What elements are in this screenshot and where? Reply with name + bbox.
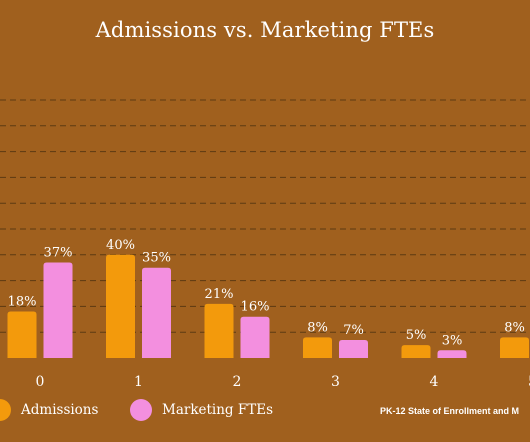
x-axis-ticks: 0 1 2 3 4 5 xyxy=(36,374,530,390)
bar-marketing-0[interactable] xyxy=(43,262,73,358)
x-tick-label: 1 xyxy=(134,374,143,390)
bar-marketing-4[interactable] xyxy=(437,350,467,358)
bar-admissions-2[interactable] xyxy=(204,303,234,358)
data-label: 40% xyxy=(106,238,135,253)
x-tick-label: 2 xyxy=(233,374,242,390)
data-label: 37% xyxy=(44,246,73,261)
bar-admissions-1[interactable] xyxy=(106,254,135,358)
x-tick-label: 5 xyxy=(528,374,530,390)
legend-label-marketing: Marketing FTEs xyxy=(162,402,274,418)
data-label: 3% xyxy=(442,333,463,348)
data-label: 8% xyxy=(307,320,328,335)
data-label: 5% xyxy=(406,328,427,343)
bar-marketing-1[interactable] xyxy=(142,267,171,358)
bar-admissions-4[interactable] xyxy=(401,345,431,358)
legend-item-admissions[interactable]: Admissions xyxy=(0,398,98,422)
gridlines xyxy=(0,99,530,333)
bar-admissions-0[interactable] xyxy=(7,311,37,358)
data-label: 8% xyxy=(504,320,525,335)
data-label: 16% xyxy=(241,300,270,315)
bar-marketing-3[interactable] xyxy=(339,339,368,358)
chart-title: Admissions vs. Marketing FTEs xyxy=(95,18,435,42)
x-tick-label: 4 xyxy=(430,374,439,390)
legend-item-marketing[interactable]: Marketing FTEs xyxy=(130,398,273,422)
x-tick-label: 0 xyxy=(36,374,45,390)
data-label: 21% xyxy=(205,287,234,302)
bar-admissions-5[interactable] xyxy=(500,337,529,358)
data-label: 7% xyxy=(343,323,364,338)
legend-dot-marketing-icon xyxy=(130,399,152,421)
bar-marketing-2[interactable] xyxy=(240,316,270,358)
source-note: PK-12 State of Enrollment and M xyxy=(380,406,520,416)
legend-dot-admissions-icon xyxy=(0,399,11,421)
data-labels: 18% 37% 40% 35% 21% 16% 8% 7% 5% 3% 8% xyxy=(8,238,525,348)
bar-admissions-3[interactable] xyxy=(303,337,332,358)
legend-label-admissions: Admissions xyxy=(21,402,99,418)
data-label: 18% xyxy=(8,295,37,310)
x-tick-label: 3 xyxy=(331,374,340,390)
bars xyxy=(7,254,529,358)
data-label: 35% xyxy=(142,251,171,266)
